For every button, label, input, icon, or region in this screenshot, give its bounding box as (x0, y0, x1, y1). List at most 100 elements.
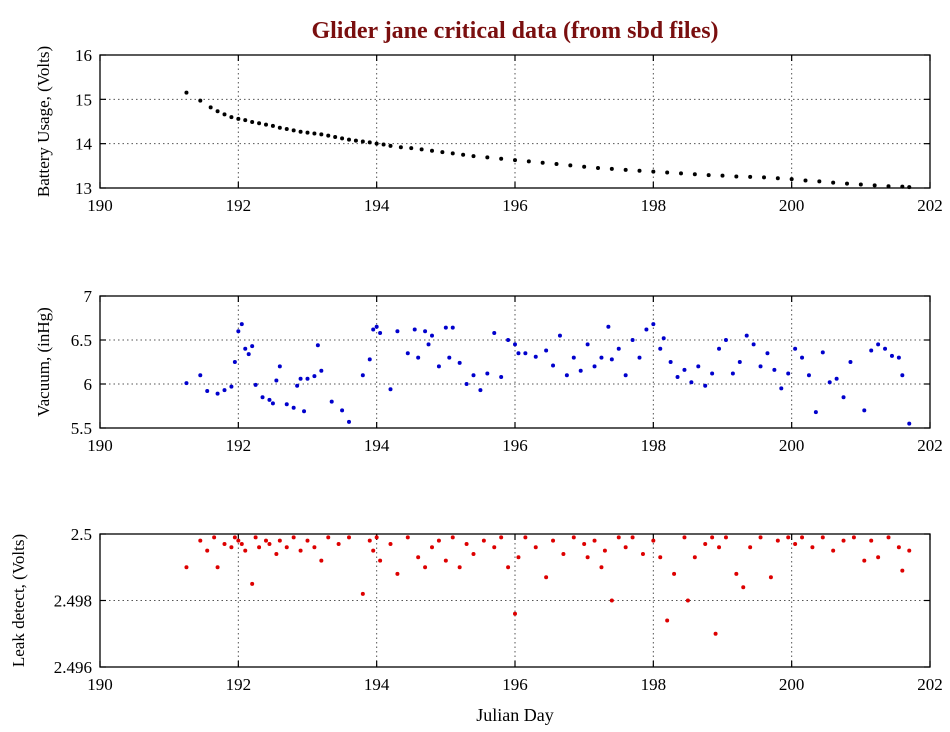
data-point (516, 351, 521, 356)
data-point (696, 364, 701, 369)
x-tick-label: 190 (87, 436, 113, 455)
data-point (284, 545, 289, 550)
y-tick-label: 2.5 (71, 525, 92, 544)
y-tick-label: 14 (75, 135, 93, 154)
x-tick-label: 192 (226, 675, 252, 694)
data-point (367, 538, 372, 543)
data-point (423, 329, 428, 334)
data-point (374, 141, 379, 146)
data-point (869, 538, 874, 543)
data-point (637, 355, 642, 360)
data-point (205, 548, 210, 553)
data-point (513, 158, 517, 163)
data-point (544, 348, 549, 353)
data-point (492, 330, 497, 335)
data-point (554, 162, 559, 167)
data-point (557, 333, 562, 338)
data-point (295, 383, 300, 388)
data-point (499, 535, 504, 540)
data-point (862, 408, 867, 413)
y-tick-label: 13 (75, 179, 92, 198)
data-point (730, 371, 735, 376)
data-point (430, 148, 434, 153)
data-point (551, 538, 556, 543)
data-point (551, 363, 556, 368)
data-point (450, 151, 455, 156)
data-point (533, 545, 538, 550)
data-point (544, 575, 549, 580)
axes-frame (99, 295, 931, 429)
data-point (302, 409, 307, 414)
data-point (845, 181, 849, 186)
x-tick-label: 196 (502, 196, 528, 215)
data-point (499, 156, 504, 161)
data-point (388, 541, 393, 546)
panel-leak: 190 192 194 196 198 200 202 2.496 2.498 2.5 Leak d… (9, 525, 943, 725)
data-point (907, 548, 912, 553)
series-battery (184, 90, 912, 190)
data-point (443, 558, 448, 563)
data-point (222, 541, 227, 546)
y-axis-label: Battery Usage, (Volts) (34, 46, 53, 197)
data-point (457, 565, 462, 570)
data-point (371, 327, 376, 332)
data-point (347, 137, 351, 142)
data-point (623, 545, 628, 550)
data-point (360, 139, 365, 144)
data-point (478, 388, 483, 393)
data-point (661, 336, 666, 341)
data-point (758, 364, 763, 369)
data-point (229, 115, 234, 120)
data-point (640, 551, 645, 556)
data-point (599, 355, 604, 360)
data-point (485, 371, 490, 376)
data-point (737, 360, 742, 364)
data-point (243, 548, 248, 553)
data-point (208, 105, 213, 110)
y-tick-label: 2.496 (54, 658, 92, 677)
data-point (706, 173, 711, 178)
data-point (651, 538, 656, 543)
data-point (630, 535, 635, 540)
data-point (872, 183, 877, 188)
data-point (599, 565, 604, 570)
x-tick-label: 198 (641, 675, 667, 694)
data-point (734, 571, 739, 576)
data-point (291, 535, 296, 540)
data-point (609, 357, 614, 362)
data-point (734, 174, 739, 179)
data-point (198, 98, 203, 103)
data-point (751, 342, 756, 347)
data-point (907, 421, 912, 426)
data-point (215, 109, 220, 114)
data-point (305, 538, 310, 543)
data-point (637, 168, 642, 173)
data-point (412, 327, 417, 332)
data-point (305, 130, 310, 135)
data-point (526, 159, 531, 164)
data-point (820, 535, 825, 540)
data-point (585, 342, 590, 347)
x-tick-label: 194 (364, 196, 390, 215)
data-point (616, 346, 621, 351)
data-point (270, 401, 275, 406)
data-point (405, 351, 410, 356)
data-point (741, 585, 746, 590)
data-point (623, 373, 628, 378)
data-point (713, 631, 718, 636)
data-point (768, 575, 773, 580)
data-point (298, 376, 303, 381)
data-point (371, 548, 376, 553)
data-point (571, 355, 576, 360)
data-point (682, 535, 687, 540)
data-point (585, 555, 590, 560)
data-point (340, 408, 345, 413)
data-point (869, 348, 874, 353)
data-point (748, 174, 753, 179)
data-point (900, 184, 905, 189)
data-point (578, 368, 583, 373)
data-point (419, 147, 424, 152)
data-point (447, 355, 452, 360)
data-point (215, 565, 220, 570)
